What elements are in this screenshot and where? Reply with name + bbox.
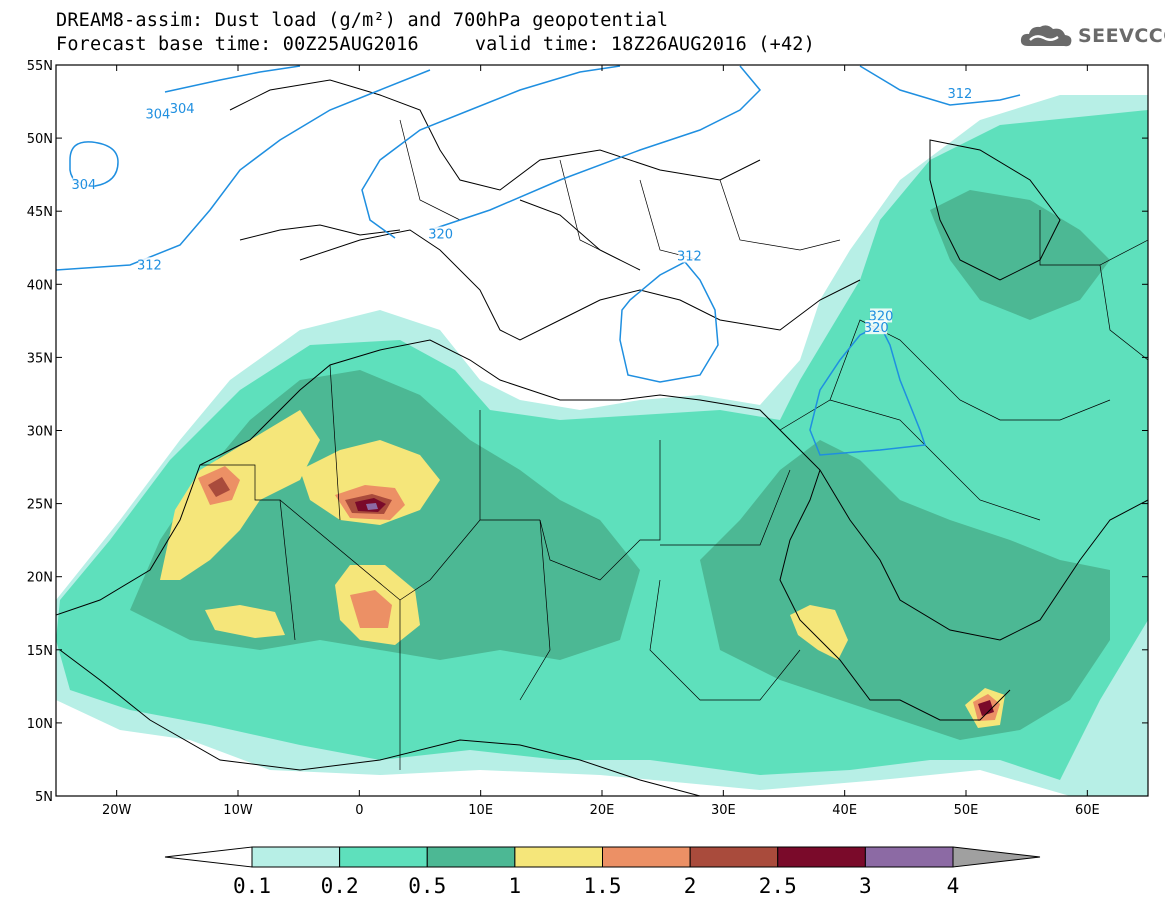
contour-label-bg xyxy=(948,86,971,101)
lat-tick-label: 40N xyxy=(27,278,53,293)
dust-level-yellow-4 xyxy=(205,605,285,638)
colorbar-bin xyxy=(339,846,428,868)
contour-label-bg xyxy=(870,308,893,323)
lat-tick-label: 15N xyxy=(27,644,53,659)
contour-label: 320 xyxy=(864,320,889,336)
colorbar-label: 1 xyxy=(509,874,522,898)
dust-level-orange-3 xyxy=(350,590,392,628)
lon-tick-label: 0 xyxy=(355,803,363,818)
lon-tick-label: 60E xyxy=(1075,803,1100,818)
contour-320-europe xyxy=(361,65,621,239)
dust-level-purple xyxy=(366,503,378,510)
contour-label: 304 xyxy=(71,176,96,193)
contour-label-text: 320 xyxy=(864,321,889,336)
contour-label-text: 304 xyxy=(170,102,195,117)
contour-label: 312 xyxy=(677,248,702,265)
contour-label-bg xyxy=(72,176,95,191)
lon-tick-label: 10W xyxy=(223,803,253,818)
contour-label: 312 xyxy=(137,257,162,273)
lon-tick-label: 20W xyxy=(102,803,132,818)
colorbar-label: 0.5 xyxy=(408,874,446,898)
dust-level-maroon-2 xyxy=(978,700,994,716)
colorbar-label: 2 xyxy=(684,874,697,898)
contour-label-bg xyxy=(138,257,161,272)
dust-level-yellow-1 xyxy=(160,410,320,580)
country-borders xyxy=(200,119,1148,770)
colorbar-bin xyxy=(777,846,866,868)
colorbar-bin xyxy=(426,846,516,868)
valid-time: valid time: 18Z26AUG2016 (+42) xyxy=(474,34,815,55)
contour-label: 320 xyxy=(428,226,453,243)
dust-level-yellow-5 xyxy=(790,605,848,660)
colorbar-bin xyxy=(689,846,779,868)
lon-tick-label: 10E xyxy=(468,803,493,818)
colorbar-bin xyxy=(251,846,341,868)
dust-level-dark-green-caspian xyxy=(930,190,1110,320)
lon-tick-label: 30E xyxy=(711,803,736,818)
map-subtitle: Forecast base time: 00Z25AUG2016 valid ti… xyxy=(56,34,815,55)
lon-tick-label: 20E xyxy=(590,803,615,818)
contour-label-text: 312 xyxy=(677,250,702,265)
contour-312-northeast xyxy=(859,65,1021,106)
lat-tick-label: 50N xyxy=(27,132,53,147)
lat-tick-label: 20N xyxy=(27,571,53,586)
lon-tick-label: 40E xyxy=(832,803,857,818)
lat-tick-label: 55N xyxy=(27,59,53,74)
contour-320-mesopotamia xyxy=(809,323,927,456)
contour-label-bg xyxy=(146,106,169,121)
contour-label-text: 304 xyxy=(71,178,96,193)
lat-tick-label: 45N xyxy=(27,205,53,220)
forecast-base-time: Forecast base time: 00Z25AUG2016 xyxy=(56,34,419,55)
colorbar-label: 4 xyxy=(947,874,960,898)
colorbar-label: 0.2 xyxy=(321,874,359,898)
colorbar-label: 1.5 xyxy=(584,874,622,898)
dust-level-dark-red-1 xyxy=(208,477,230,497)
contour-320-europe-2 xyxy=(429,65,762,231)
dust-field xyxy=(56,65,1148,796)
contour-label-text: 312 xyxy=(137,258,162,273)
seevccc-logo: SEEVCCC xyxy=(1018,22,1165,50)
colorbar-label: 3 xyxy=(859,874,872,898)
contour-label: 304 xyxy=(146,106,171,123)
contour-label-text: 304 xyxy=(146,108,171,123)
dust-level-yellow-2 xyxy=(300,440,440,525)
axis-ticks: 20W 10W 0 10E 20E 30E 40E 50E 60E 55N 50N 45N 40N 35N… xyxy=(27,59,1148,818)
contour-label-bg xyxy=(865,320,888,335)
map-title: DREAM8-assim: Dust load (g/m²) and 700hP… xyxy=(56,10,669,31)
colorbar-label: 0.1 xyxy=(233,874,271,898)
lat-tick-label: 25N xyxy=(27,498,53,513)
colorbar-under-triangle xyxy=(164,846,253,868)
lat-tick-label: 5N xyxy=(35,790,53,805)
colorbar-label: 2.5 xyxy=(759,874,797,898)
contour-label-text: 320 xyxy=(428,228,453,243)
colorbar-bin xyxy=(602,846,691,868)
colorbar-bin xyxy=(514,846,603,868)
colorbar-bin xyxy=(864,846,954,868)
lat-tick-label: 10N xyxy=(27,717,53,732)
contour-label-bg xyxy=(171,100,194,115)
colorbar: 0.1 0.2 0.5 1 1.5 2 2.5 3 4 xyxy=(164,846,1041,898)
contour-304-north xyxy=(164,65,301,93)
contour-label: 304 xyxy=(170,100,195,117)
lat-tick-label: 30N xyxy=(27,425,53,440)
contour-label-text: 312 xyxy=(948,87,973,102)
contour-312-aegean xyxy=(619,261,719,383)
lat-tick-label: 35N xyxy=(27,351,53,366)
coastlines xyxy=(56,79,1148,796)
contour-label: 312 xyxy=(948,86,973,102)
cloud-icon xyxy=(1020,25,1072,47)
contour-label-bg xyxy=(429,226,452,241)
logo-text: SEEVCCC xyxy=(1078,25,1165,47)
lon-tick-label: 50E xyxy=(954,803,979,818)
contour-label-bg xyxy=(678,248,701,263)
colorbar-over-triangle xyxy=(952,846,1041,868)
